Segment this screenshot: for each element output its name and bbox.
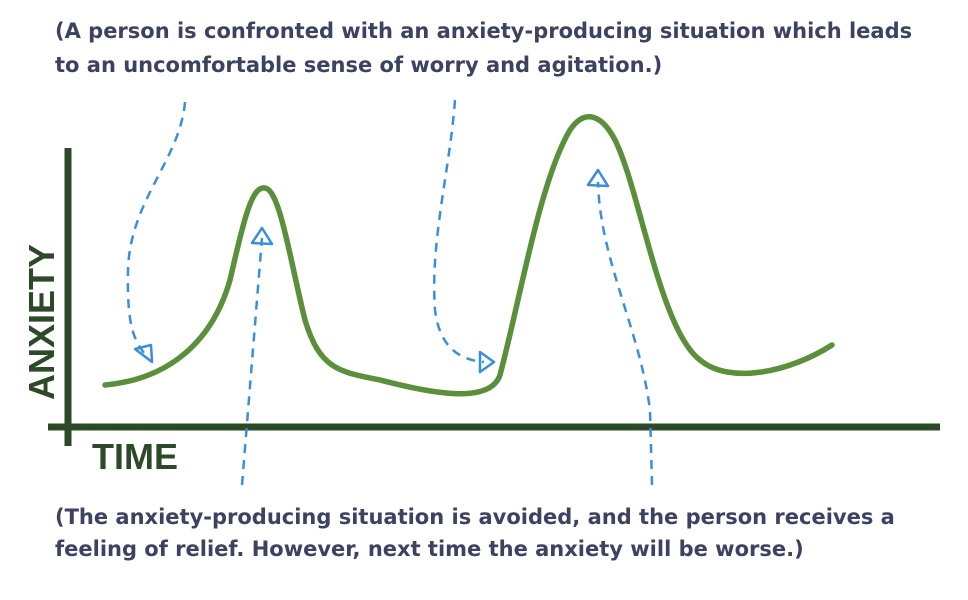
arrow	[432, 99, 485, 364]
bottom-caption-line: (The anxiety-producing situation is avoi…	[55, 505, 895, 529]
arrowhead	[133, 343, 154, 364]
top-caption-line: to an uncomfortable sense of worry and a…	[55, 53, 662, 77]
arrow	[240, 237, 264, 486]
arrows	[126, 99, 654, 486]
arrowhead	[478, 350, 496, 374]
arrowhead	[250, 226, 274, 246]
arrowhead	[586, 168, 610, 188]
x-axis-label: TIME	[92, 436, 178, 477]
y-axis-label: ANXIETY	[21, 244, 62, 400]
arrow	[596, 181, 654, 486]
arrow	[126, 101, 187, 356]
top-caption-line: (A person is confronted with an anxiety-…	[55, 19, 912, 43]
bottom-caption-line: feeling of relief. However, next time th…	[55, 537, 804, 561]
anxiety-curve	[102, 114, 835, 397]
